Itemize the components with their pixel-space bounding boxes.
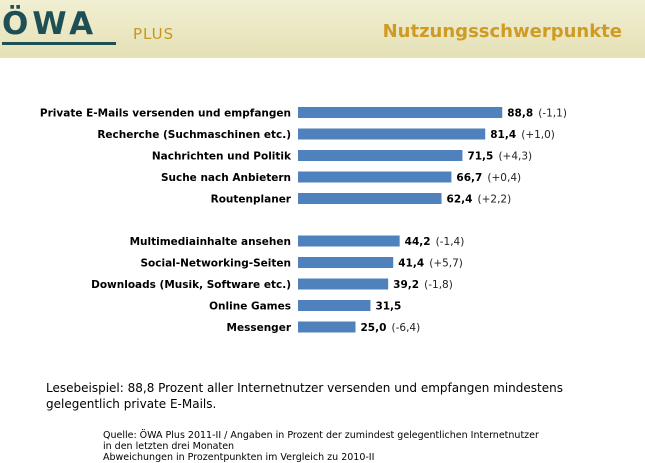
value-label: 44,2 <box>405 236 431 248</box>
bar <box>298 235 400 247</box>
source-line: Abweichungen in Prozentpunkten im Vergle… <box>103 452 375 463</box>
value-label: 31,5 <box>375 301 401 313</box>
owa-logo: ÖWA <box>2 6 98 42</box>
change-label: (-6,4) <box>392 322 421 334</box>
change-label: (-1,1) <box>538 108 567 120</box>
value-label: 81,4 <box>490 129 516 141</box>
bar <box>298 193 442 204</box>
value-label: 25,0 <box>361 322 387 334</box>
category-label: Private E-Mails versenden und empfangen <box>40 108 291 120</box>
bar <box>298 300 371 311</box>
value-label: 71,5 <box>467 151 493 163</box>
category-label: Multimediainhalte ansehen <box>130 236 291 248</box>
category-label: Messenger <box>227 322 292 334</box>
source-line: Quelle: ÖWA Plus 2011-II / Angaben in Pr… <box>103 430 539 441</box>
change-label: (-1,8) <box>424 279 453 291</box>
category-label: Suche nach Anbietern <box>161 172 291 184</box>
change-label: (-1,4) <box>436 236 465 248</box>
bar <box>298 150 463 161</box>
usage-bar-chart: Private E-Mails versenden und empfangen 8… <box>40 107 567 334</box>
owa-logo-plus: PLUS <box>133 25 175 43</box>
reading-example: Lesebeispiel: 88,8 Prozent aller Interne… <box>46 381 563 411</box>
bar <box>298 278 389 290</box>
category-label: Downloads (Musik, Software etc.) <box>91 279 291 291</box>
category-label: Online Games <box>209 301 291 313</box>
source-line: in den letzten drei Monaten <box>103 441 235 452</box>
change-label: (+0,4) <box>487 172 521 184</box>
value-label: 39,2 <box>393 279 419 291</box>
source-note: Quelle: ÖWA Plus 2011-II / Angaben in Pr… <box>103 430 539 463</box>
category-label: Routenplaner <box>211 194 292 206</box>
value-label: 88,8 <box>507 108 533 120</box>
header-banner: ÖWA PLUS Nutzungsschwerpunkte <box>0 0 645 58</box>
change-label: (+5,7) <box>429 258 463 270</box>
page-title: Nutzungsschwerpunkte <box>382 21 622 42</box>
bar <box>298 257 394 268</box>
value-label: 66,7 <box>456 172 482 184</box>
change-label: (+1,0) <box>521 129 555 141</box>
value-label: 62,4 <box>447 194 473 206</box>
bar <box>298 321 356 333</box>
category-label: Nachrichten und Politik <box>152 151 292 163</box>
logo-underline <box>2 42 116 45</box>
value-label: 41,4 <box>398 258 424 270</box>
bar <box>298 128 486 140</box>
category-label: Recherche (Suchmaschinen etc.) <box>97 129 291 141</box>
change-label: (+4,3) <box>498 151 532 163</box>
bar <box>298 171 452 183</box>
bar <box>298 107 503 118</box>
change-label: (+2,2) <box>478 194 512 206</box>
category-label: Social-Networking-Seiten <box>141 258 292 270</box>
